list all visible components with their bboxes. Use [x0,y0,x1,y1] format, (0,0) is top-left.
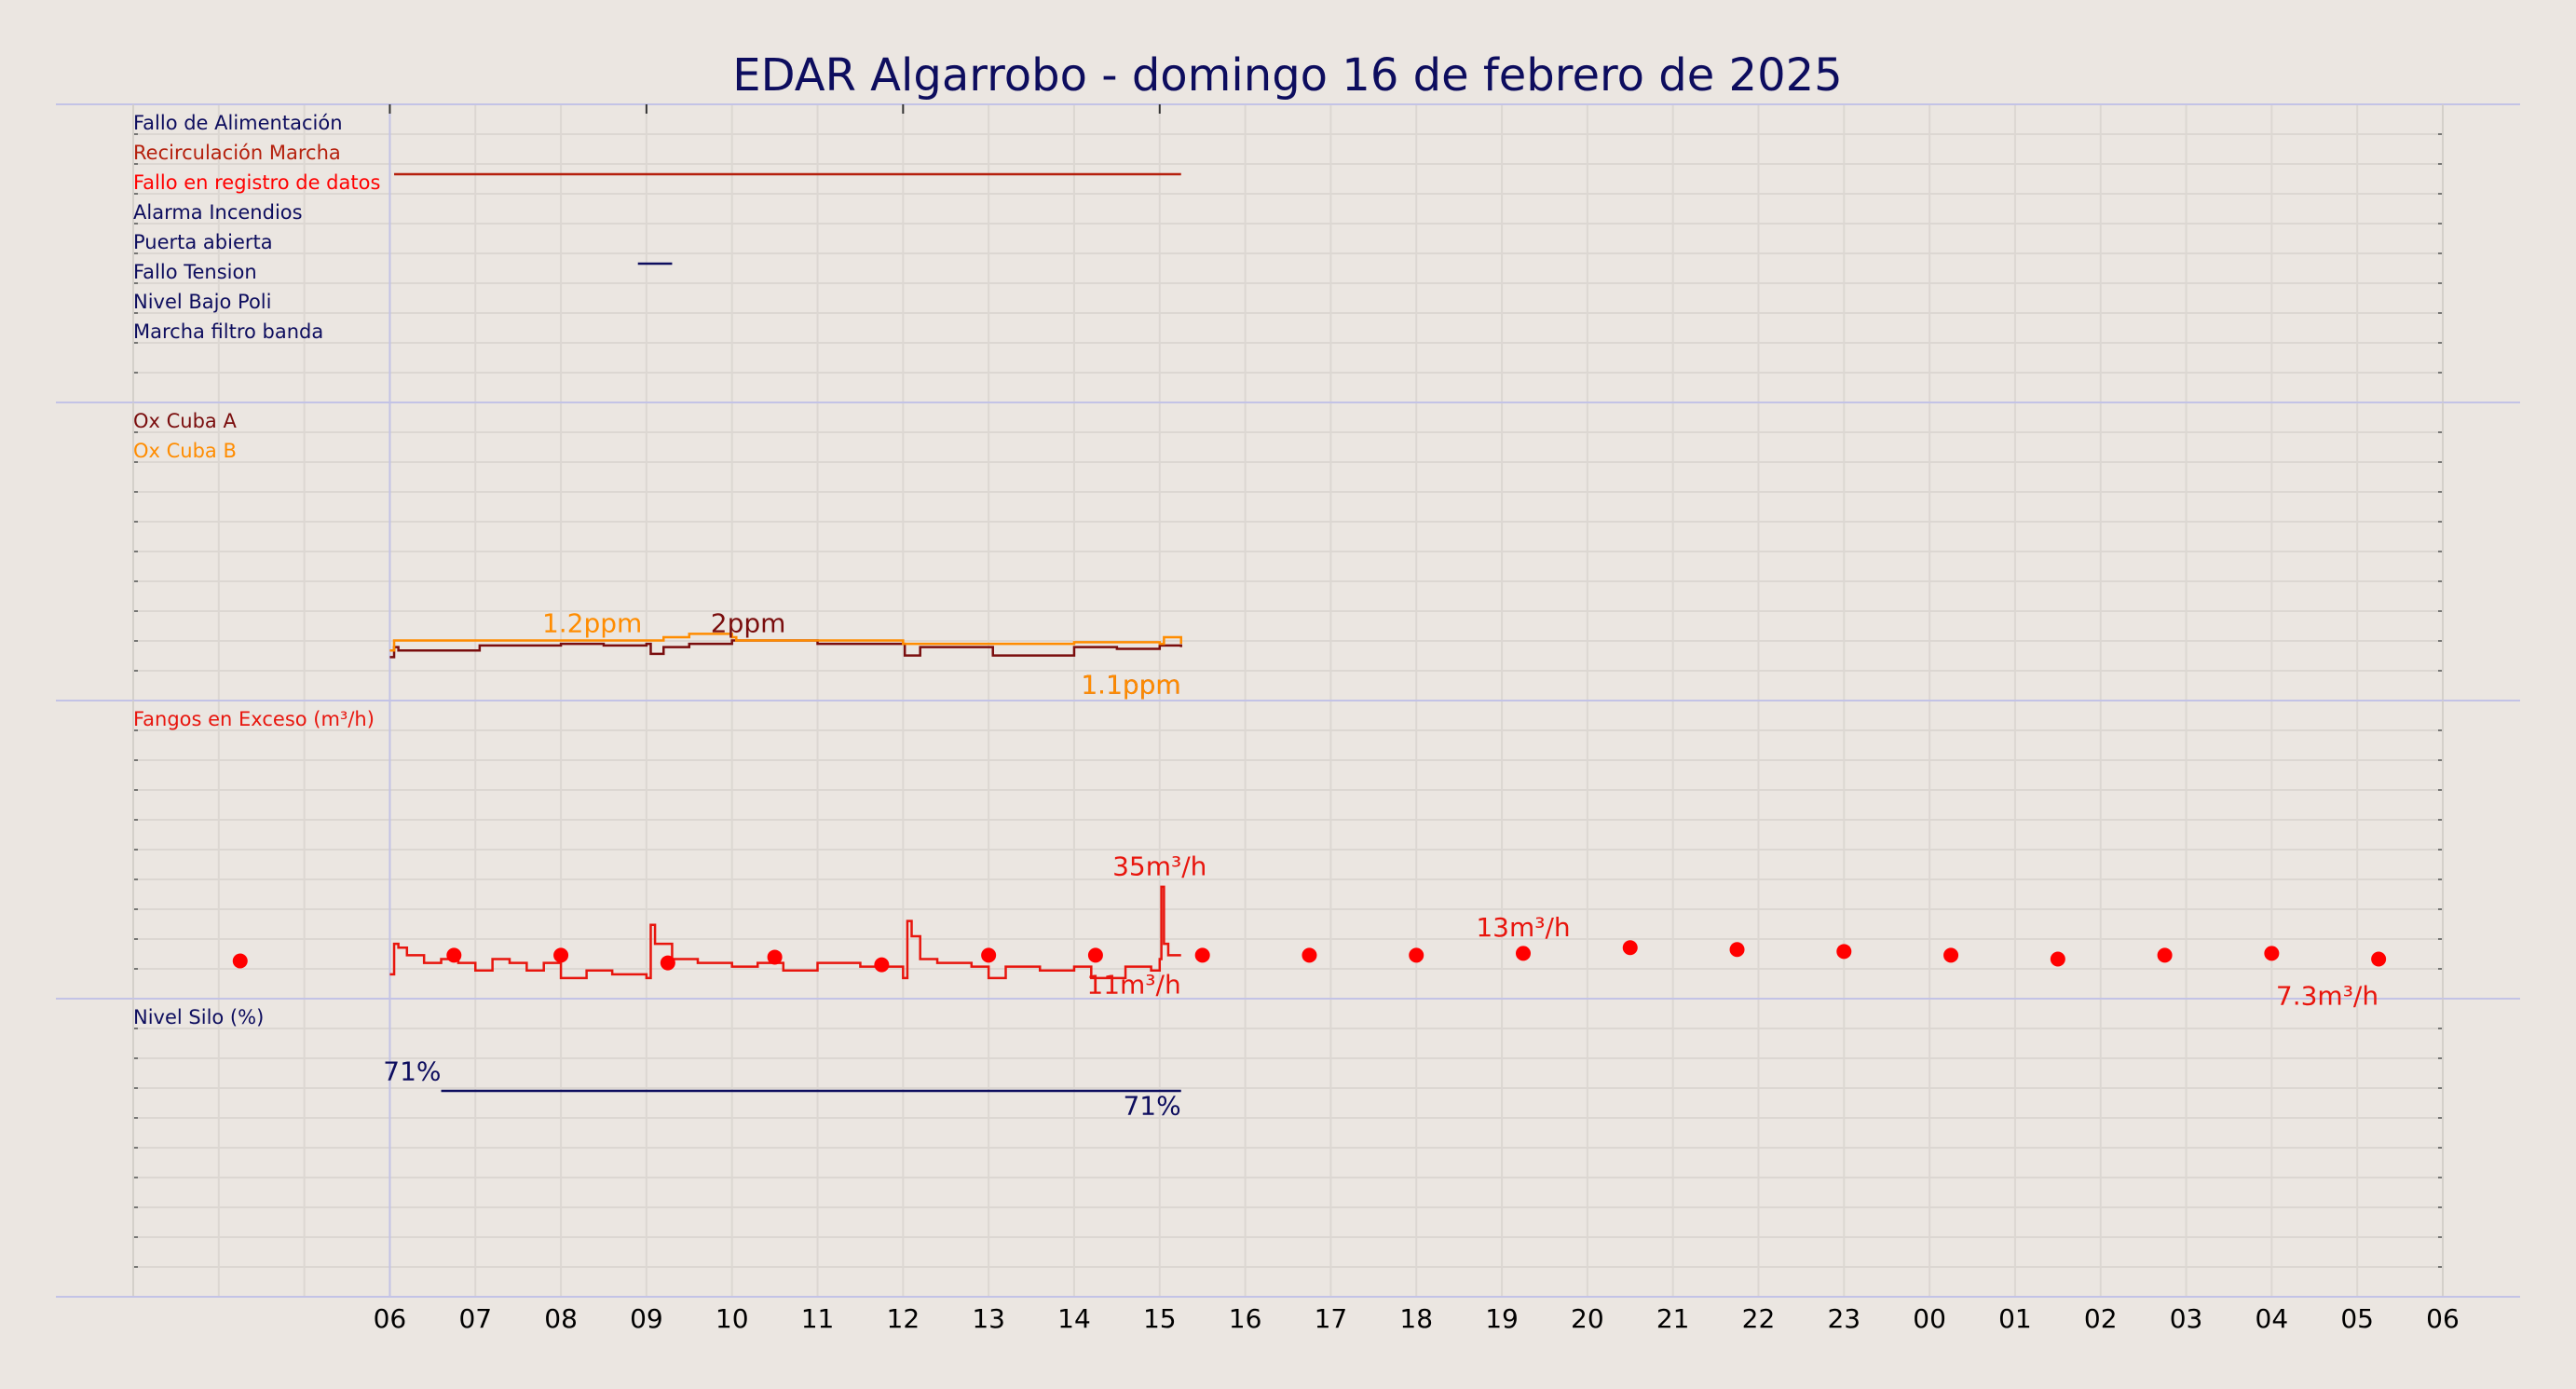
legend-label: Marcha filtro banda [133,320,323,343]
data-point [1194,947,1210,963]
x-tick-label: 22 [1742,1303,1776,1334]
x-tick-label: 17 [1315,1303,1348,1334]
data-label: 71% [383,1056,441,1087]
data-point [2157,947,2173,963]
x-tick-label: 02 [2084,1303,2118,1334]
x-tick-label: 01 [1998,1303,2032,1334]
legend-label: Fangos en Exceso (m³/h) [133,708,375,730]
panels: Fallo de Alimentación Recirculación March… [56,103,2520,1298]
data-point [553,947,569,963]
series-line [389,639,1182,659]
data-label: 7.3m³/h [2276,981,2378,1012]
data-label: 35m³/h [1112,851,1206,882]
x-tick-label: 04 [2256,1303,2289,1334]
data-point [2050,951,2065,967]
chart-title: EDAR Algarrobo - domingo 16 de febrero d… [732,49,1842,102]
legend-label: Fallo de Alimentación [133,112,343,134]
x-tick-label: 23 [1827,1303,1860,1334]
legend-label: Alarma Incendios [133,201,303,224]
x-tick-label: 15 [1143,1303,1177,1334]
panel-sludge [56,700,2520,999]
data-label: 13m³/h [1476,912,1570,943]
legend-label: Nivel Bajo Poli [133,291,271,313]
data-point [1515,946,1531,961]
data-point [2371,951,2387,967]
alarm-series-group: Fallo de Alimentación Recirculación March… [133,112,1181,343]
data-point [2264,946,2280,961]
data-label: 1.1ppm [1081,670,1180,701]
legend-label: Nivel Silo (%) [133,1006,264,1028]
data-point [660,955,675,971]
x-tick-label: 09 [630,1303,663,1334]
legend-label: Recirculación Marcha [133,142,341,164]
x-tick-label: 19 [1485,1303,1519,1334]
legend-label: Puerta abierta [133,231,273,253]
data-point [1409,947,1424,963]
x-tick-label: 07 [458,1303,492,1334]
data-point [1087,947,1103,963]
data-point [1836,944,1852,960]
x-tick-label: 05 [2340,1303,2374,1334]
panel-sludge-data: Fangos en Exceso (m³/h) 35m³/h 13m³/h 11m³/… [133,708,2387,1012]
data-label: 71% [1123,1091,1180,1122]
x-axis: 06 07 08 09 10 11 12 13 14 15 16 17 18 19 20 21 22 23 00 01… [374,1303,2460,1334]
x-tick-label: 10 [716,1303,749,1334]
data-point [1622,940,1638,956]
x-tick-label: 20 [1571,1303,1604,1334]
series-line [389,885,1181,980]
legend-label: Ox Cuba B [133,440,237,462]
x-tick-label: 12 [887,1303,920,1334]
x-tick-label: 14 [1057,1303,1091,1334]
x-tick-label: 21 [1656,1303,1690,1334]
data-label: 1.1ppm [1081,670,1180,701]
x-tick-label: 08 [544,1303,578,1334]
data-point [981,947,997,963]
data-point [767,949,783,965]
data-label: 2ppm [711,608,786,639]
data-label: 1.2ppm [542,608,642,639]
legend-label: Ox Cuba A [133,410,237,432]
series-line [389,633,1182,652]
data-point [1729,942,1745,958]
data-point [1943,947,1959,963]
data-point [232,953,248,969]
legend-label: Fallo en registro de datos [133,171,380,194]
legend-label: Fallo Tension [133,261,257,283]
data-point [874,957,890,973]
data-point [1302,947,1317,963]
data-point [446,947,462,963]
x-tick-label: 11 [801,1303,835,1334]
panel-oxygen [56,402,2520,701]
x-tick-label: 03 [2170,1303,2203,1334]
x-tick-label: 06 [2426,1303,2460,1334]
panel-silo [56,998,2520,1297]
x-tick-label: 18 [1399,1303,1433,1334]
x-tick-label: 00 [1913,1303,1946,1334]
x-tick-label: 16 [1229,1303,1262,1334]
panel-silo-data: Nivel Silo (%) 71% 71% [133,1006,1181,1122]
panel-alarms [56,103,2520,402]
x-tick-label: 06 [374,1303,407,1334]
data-label: 11m³/h [1086,969,1180,1000]
x-tick-label: 13 [972,1303,1005,1334]
